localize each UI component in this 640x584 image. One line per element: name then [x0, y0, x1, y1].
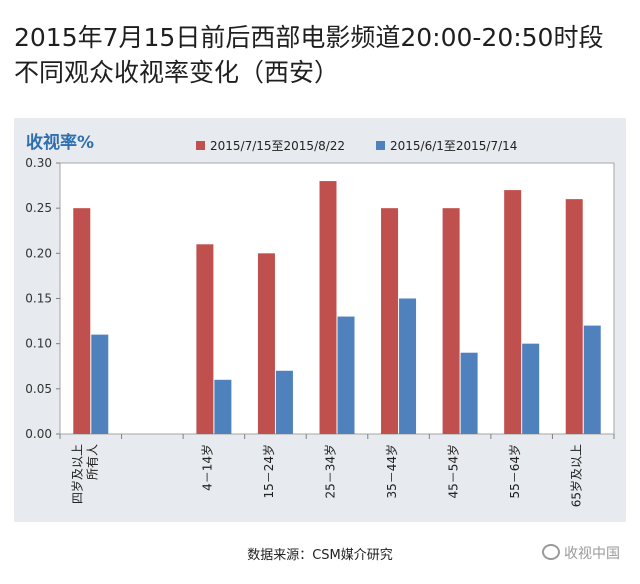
- bar-2: [91, 334, 109, 434]
- x-tick-label: 45－54岁: [446, 444, 461, 499]
- plot-area: [59, 162, 615, 435]
- x-tick-label: 65岁及以上: [569, 444, 584, 507]
- y-tick-label: 0.00: [25, 427, 52, 441]
- x-tick-label: 4－14岁: [199, 444, 214, 491]
- legend-swatch-1: [196, 141, 205, 150]
- y-tick-label: 0.05: [25, 382, 52, 396]
- bar-1: [504, 190, 522, 434]
- bar-1: [442, 208, 460, 434]
- legend-label-1: 2015/7/15至2015/8/22: [210, 139, 345, 153]
- page-title: 2015年7月15日前后西部电影频道20:00-20:50时段不同观众收视率变化…: [14, 23, 604, 87]
- bar-2: [214, 379, 232, 434]
- bar-1: [381, 208, 399, 434]
- x-tick-label: 四岁及以上: [69, 444, 84, 504]
- y-tick-label: 0.30: [25, 156, 52, 170]
- watermark-text: 收视中国: [564, 546, 620, 562]
- y-axis-label: 收视率%: [26, 133, 95, 153]
- y-tick-label: 0.10: [25, 337, 52, 351]
- x-tick-label: 25－34岁: [323, 444, 338, 499]
- bar-2: [275, 370, 293, 434]
- y-tick-label: 0.25: [25, 201, 52, 215]
- legend-label-2: 2015/6/1至2015/7/14: [390, 139, 517, 153]
- bar-2: [522, 343, 540, 434]
- x-tick-label: 35－44岁: [384, 444, 399, 499]
- y-tick-label: 0.15: [25, 292, 52, 306]
- data-source: 数据来源：CSM媒介研究: [247, 548, 393, 563]
- x-tick-label: 55－64岁: [507, 444, 522, 499]
- x-tick-label: 15－24岁: [261, 444, 276, 499]
- bar-1: [319, 181, 337, 434]
- wechat-icon: [542, 544, 560, 560]
- legend-swatch-2: [376, 141, 385, 150]
- bar-1: [565, 199, 583, 434]
- bar-1: [73, 208, 91, 434]
- bar-2: [337, 316, 355, 434]
- watermark: 收视中国: [542, 543, 620, 563]
- y-tick-label: 0.20: [25, 246, 52, 260]
- bar-2: [399, 298, 417, 434]
- bar-2: [460, 352, 478, 434]
- x-tick-label: 所有人: [85, 444, 99, 480]
- bar-1: [196, 244, 214, 434]
- bar-1: [257, 253, 275, 434]
- bar-2: [583, 325, 601, 434]
